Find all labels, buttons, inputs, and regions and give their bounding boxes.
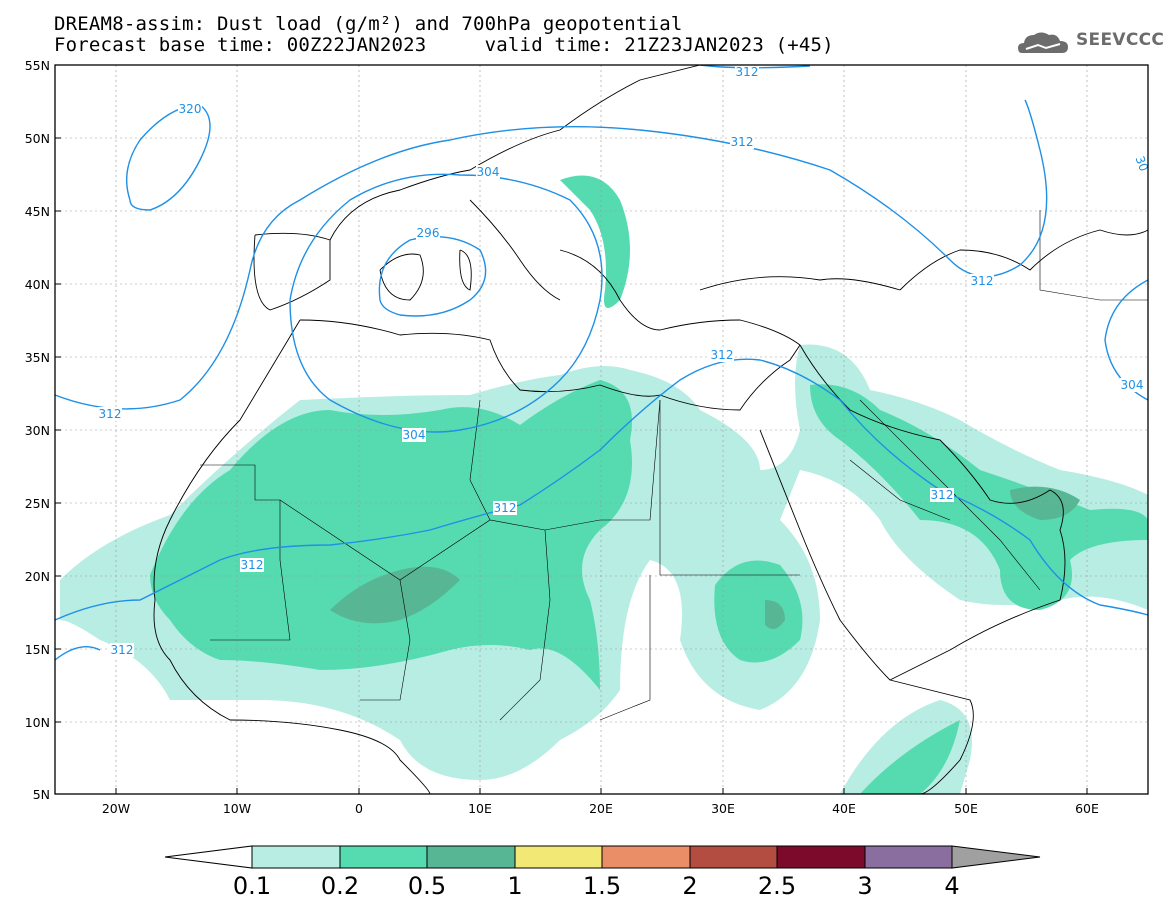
lat-tick-label: 50N xyxy=(25,131,50,146)
contour-label: 304 xyxy=(403,428,426,442)
latitude-labels: 55N 50N 45N 40N 35N 30N 25N 20N 15N 10N … xyxy=(25,58,50,802)
dust-area-medium-balkans xyxy=(560,175,630,308)
colorbar-label: 0.1 xyxy=(232,872,272,900)
colorbar-low-arrow xyxy=(164,845,253,869)
contour-label: 304 xyxy=(477,165,500,179)
colorbar-label: 1.5 xyxy=(582,872,622,900)
logo-text: SEEVCCC xyxy=(1076,30,1165,50)
chart-title-line-1: DREAM8-assim: Dust load (g/m²) and 700hP… xyxy=(54,13,683,35)
colorbar-swatch xyxy=(601,845,691,869)
colorbar-swatch xyxy=(251,845,341,869)
lon-tick-label: 0 xyxy=(355,801,363,816)
lat-tick-label: 10N xyxy=(25,715,50,730)
contour-label: 30 xyxy=(1133,154,1151,173)
contour-label: 312 xyxy=(111,643,134,657)
dust-area-dense-3 xyxy=(765,600,785,629)
cloud-logo-icon xyxy=(1018,32,1068,53)
contour-label: 312 xyxy=(971,274,994,288)
colorbar-swatch xyxy=(689,845,778,869)
colorbar-label: 2 xyxy=(682,872,698,900)
colorbar xyxy=(164,845,1041,869)
lat-tick-label: 5N xyxy=(33,787,50,802)
lon-tick-label: 50E xyxy=(954,801,978,816)
contour-label: 312 xyxy=(99,407,122,421)
lat-tick-label: 55N xyxy=(25,58,50,73)
lat-tick-label: 40N xyxy=(25,277,50,292)
contour-label: 312 xyxy=(711,348,734,362)
colorbar-swatch xyxy=(864,845,953,869)
dust-area-medium-arabia xyxy=(810,384,1148,610)
colorbar-swatch xyxy=(776,845,866,869)
contour-label: 304 xyxy=(1121,378,1144,392)
lon-tick-label: 20E xyxy=(589,801,613,816)
tick-marks xyxy=(55,64,1088,795)
dust-area-medium-sudan xyxy=(714,560,803,663)
colorbar-label: 4 xyxy=(944,872,960,900)
lon-tick-label: 60E xyxy=(1075,801,1099,816)
contour-label: 312 xyxy=(731,135,754,149)
dust-area-dense-2 xyxy=(1010,486,1080,520)
colorbar-swatch xyxy=(514,845,603,869)
contour-label: 312 xyxy=(494,501,517,515)
lat-tick-label: 20N xyxy=(25,569,50,584)
lat-tick-label: 30N xyxy=(25,423,50,438)
colorbar-label: 2.5 xyxy=(757,872,797,900)
contour-labels: 312 320 312 304 296 312 312 304 312 312 … xyxy=(98,65,1151,657)
dust-area-dense xyxy=(330,566,460,624)
grid xyxy=(55,65,1148,794)
colorbar-swatch xyxy=(339,845,428,869)
lat-tick-label: 35N xyxy=(25,350,50,365)
longitude-labels: 20W 10W 0 10E 20E 30E 40E 50E 60E xyxy=(102,801,1099,816)
lon-tick-label: 20W xyxy=(102,801,130,816)
lon-tick-label: 40E xyxy=(832,801,856,816)
lat-tick-label: 25N xyxy=(25,496,50,511)
colorbar-label: 3 xyxy=(857,872,873,900)
contour-label: 312 xyxy=(736,65,759,79)
lat-tick-label: 45N xyxy=(25,204,50,219)
chart-title-line-2: Forecast base time: 00Z22JAN2023 valid t… xyxy=(54,34,834,56)
colorbar-label: 0.5 xyxy=(407,872,447,900)
colorbar-high-arrow xyxy=(951,845,1041,869)
lon-tick-label: 10W xyxy=(223,801,251,816)
geopotential-contours xyxy=(55,65,1148,661)
dust-area-medium-somalia xyxy=(860,720,960,794)
coastlines xyxy=(153,65,1148,794)
lon-tick-label: 10E xyxy=(468,801,492,816)
colorbar-swatch xyxy=(426,845,516,869)
borders xyxy=(200,210,1148,721)
colorbar-label: 1 xyxy=(507,872,523,900)
contour-label: 312 xyxy=(931,488,954,502)
lon-tick-label: 30E xyxy=(711,801,735,816)
lat-tick-label: 15N xyxy=(25,642,50,657)
colorbar-label: 0.2 xyxy=(320,872,360,900)
contour-label: 312 xyxy=(241,558,264,572)
dust-area-medium xyxy=(150,380,632,690)
contour-label: 296 xyxy=(417,226,440,240)
contour-label: 320 xyxy=(179,102,202,116)
